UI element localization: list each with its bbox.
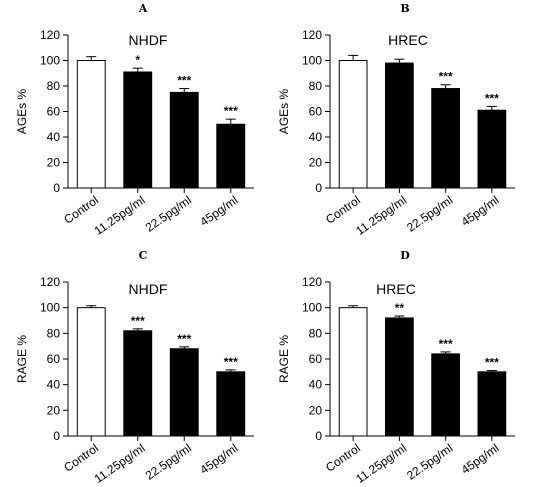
- y-tick-label: 120: [40, 28, 60, 42]
- y-axis-title: RAGE %: [15, 335, 29, 383]
- y-tick-label: 80: [309, 79, 323, 93]
- bar-2: [123, 330, 153, 437]
- chart-panel-d: D HREC 0 20 40 60 80 100 120 RAGE % Control ** 11.25…: [277, 249, 515, 486]
- bar-4: [216, 123, 246, 189]
- x-category-label: 22.5pg/ml: [404, 441, 455, 483]
- x-category-label: Control: [61, 441, 101, 475]
- x-category-label: 11.25pg/ml: [353, 193, 409, 238]
- y-tick-label: 20: [47, 403, 61, 417]
- x-category-label: 22.5pg/ml: [143, 193, 194, 235]
- significance-marker-3: ***: [439, 337, 453, 351]
- x-category-label: Control: [61, 193, 101, 227]
- bar-3: [431, 88, 460, 189]
- x-category-label: 22.5pg/ml: [143, 441, 194, 483]
- y-tick-label: 120: [302, 275, 322, 289]
- y-tick-label: 20: [309, 403, 323, 417]
- bar-2: [385, 62, 414, 189]
- x-category-label: 11.25pg/ml: [92, 193, 148, 238]
- significance-marker-2: ***: [131, 314, 145, 328]
- y-tick-label: 40: [47, 130, 61, 144]
- panel-letter: A: [138, 2, 148, 15]
- bar-4: [477, 109, 507, 189]
- y-tick-label: 80: [47, 79, 61, 93]
- significance-marker-4: ***: [224, 104, 238, 118]
- significance-marker-3: ***: [177, 332, 191, 346]
- y-tick-label: 100: [40, 54, 60, 68]
- bar-4: [477, 371, 507, 437]
- x-category-label: 11.25pg/ml: [353, 441, 409, 486]
- significance-marker-4: ***: [224, 355, 238, 369]
- x-category-label: Control: [323, 441, 363, 475]
- significance-marker-3: ***: [177, 74, 191, 88]
- y-axis-title: RAGE %: [277, 335, 291, 383]
- y-tick-label: 60: [309, 105, 323, 119]
- x-category-label: 11.25pg/ml: [92, 441, 148, 486]
- chart-panel-a: A NHDF 0 20 40 60 80 100 120 AGEs % Control * 11.25p…: [15, 2, 254, 238]
- y-tick-label: 60: [47, 105, 61, 119]
- chart-panel-b: B HREC 0 20 40 60 80 100 120 AGEs % Control11.25pg…: [277, 2, 515, 238]
- panel-title: NHDF: [129, 32, 168, 48]
- panel-title: NHDF: [129, 281, 168, 297]
- panel-title: HREC: [388, 32, 428, 48]
- panel-title: HREC: [376, 281, 416, 297]
- y-tick-label: 100: [302, 301, 322, 315]
- bar-1: [76, 307, 106, 437]
- y-tick-label: 40: [309, 130, 323, 144]
- y-tick-label: 100: [40, 301, 60, 315]
- y-tick-label: 0: [315, 181, 322, 195]
- y-tick-label: 100: [302, 54, 322, 68]
- y-tick-label: 80: [47, 326, 61, 340]
- y-tick-label: 120: [302, 28, 322, 42]
- bar-2: [385, 317, 414, 437]
- y-axis-title: AGEs %: [15, 89, 29, 135]
- x-category-label: 45pg/ml: [197, 193, 240, 229]
- bar-4: [216, 371, 246, 437]
- y-tick-label: 0: [53, 429, 60, 443]
- bar-1: [338, 60, 368, 189]
- significance-marker-4: ***: [485, 356, 499, 370]
- panel-letter: B: [400, 2, 409, 15]
- x-category-label: 45pg/ml: [459, 441, 502, 477]
- y-tick-label: 0: [53, 181, 60, 195]
- y-tick-label: 0: [315, 429, 322, 443]
- y-tick-label: 120: [40, 275, 60, 289]
- y-tick-label: 60: [47, 352, 61, 366]
- chart-panel-c: C NHDF 0 20 40 60 80 100 120 RAGE % Control *** 11.2…: [15, 249, 254, 486]
- y-tick-label: 40: [309, 378, 323, 392]
- y-tick-label: 40: [47, 378, 61, 392]
- y-tick-label: 80: [309, 326, 323, 340]
- x-category-label: 45pg/ml: [459, 193, 502, 229]
- y-axis-title: AGEs %: [277, 89, 291, 135]
- bar-1: [338, 307, 368, 437]
- bar-3: [169, 348, 199, 437]
- bar-3: [169, 91, 199, 189]
- x-category-label: Control: [323, 193, 363, 227]
- significance-marker-3: ***: [439, 70, 453, 84]
- bar-3: [431, 353, 460, 437]
- panel-letter: D: [400, 249, 410, 262]
- x-category-label: 22.5pg/ml: [404, 193, 455, 235]
- panel-letter: C: [139, 249, 148, 262]
- x-category-label: 45pg/ml: [197, 441, 240, 477]
- bar-2: [123, 71, 153, 189]
- significance-marker-4: ***: [485, 91, 499, 105]
- significance-marker-2: *: [135, 53, 140, 67]
- bar-1: [76, 60, 106, 189]
- y-tick-label: 20: [47, 156, 61, 170]
- y-tick-label: 20: [309, 156, 323, 170]
- y-tick-label: 60: [309, 352, 323, 366]
- significance-marker-2: **: [395, 301, 405, 315]
